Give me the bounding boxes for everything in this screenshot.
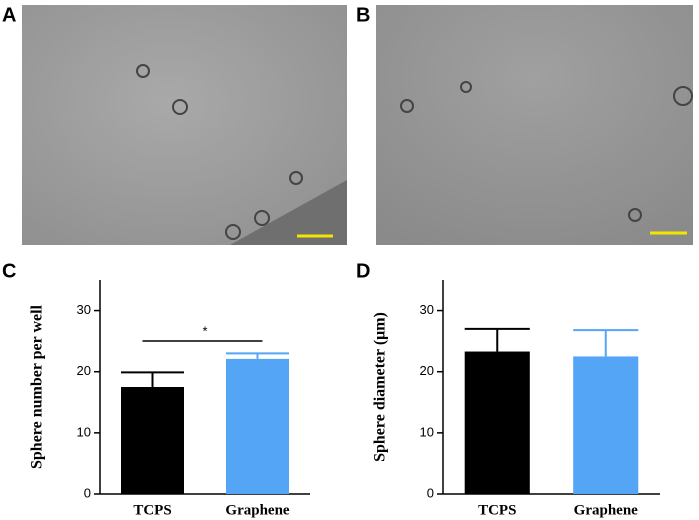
x-tick-label: Graphene xyxy=(225,502,290,518)
y-tick-label: 20 xyxy=(420,363,434,378)
y-tick-label: 30 xyxy=(77,302,91,317)
panel-label: D xyxy=(356,260,370,282)
x-tick-label: TCPS xyxy=(478,502,516,518)
x-tick-label: TCPS xyxy=(133,502,171,518)
bar xyxy=(121,387,184,494)
y-axis-label: Sphere diameter (μm) xyxy=(372,312,389,462)
bar xyxy=(464,351,530,494)
panel-label: A xyxy=(2,4,16,26)
bar xyxy=(573,356,639,494)
y-tick-label: 10 xyxy=(420,424,434,439)
micrograph-b xyxy=(376,5,693,245)
significance-label: * xyxy=(202,323,207,338)
panel-label: C xyxy=(2,260,16,282)
y-tick-label: 0 xyxy=(84,485,91,500)
y-tick-label: 0 xyxy=(427,485,434,500)
micrograph-a xyxy=(22,5,347,245)
bar xyxy=(226,358,289,494)
y-tick-label: 10 xyxy=(77,424,91,439)
y-tick-label: 20 xyxy=(77,363,91,378)
y-axis-label: Sphere number per well xyxy=(29,304,46,469)
panel-label: B xyxy=(356,4,370,26)
y-tick-label: 30 xyxy=(420,302,434,317)
x-tick-label: Graphene xyxy=(574,502,639,518)
